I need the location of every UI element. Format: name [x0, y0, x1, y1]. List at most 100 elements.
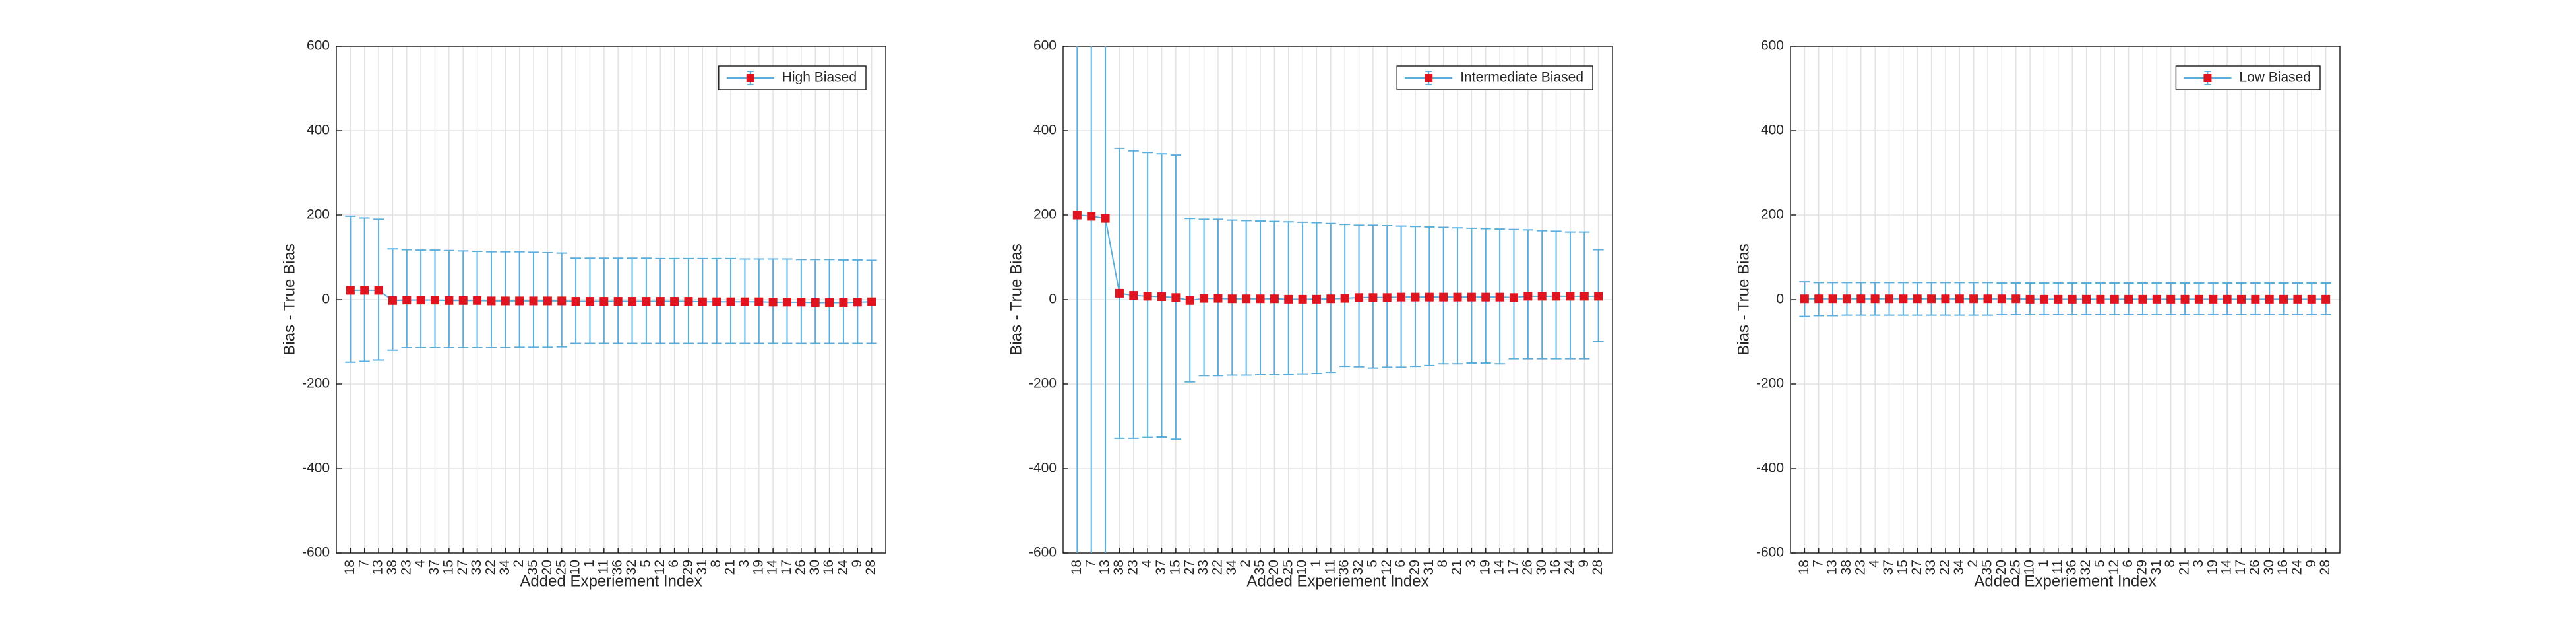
x-tick-label: 34 — [1224, 560, 1239, 575]
x-tick-label: 15 — [441, 560, 456, 575]
marker — [1552, 292, 1561, 301]
legend-marker — [1425, 74, 1433, 82]
x-tick-label: 15 — [1895, 560, 1910, 575]
x-tick-label: 31 — [2149, 560, 2164, 575]
x-tick-label: 8 — [708, 560, 723, 568]
x-tick-label: 7 — [1083, 560, 1098, 568]
marker — [571, 297, 580, 306]
marker — [1115, 288, 1124, 298]
x-tick-label: 21 — [1450, 560, 1465, 575]
marker — [2124, 294, 2133, 304]
marker — [1312, 294, 1321, 304]
y-tick-label: -400 — [1756, 461, 1784, 476]
marker — [1913, 294, 1922, 304]
marker — [797, 298, 806, 307]
x-tick-label: 14 — [765, 560, 780, 575]
marker — [768, 298, 778, 307]
legend-label: High Biased — [782, 70, 857, 85]
x-tick-label: 8 — [1435, 560, 1450, 568]
x-tick-label: 6 — [666, 560, 681, 568]
y-tick-label: 400 — [1033, 123, 1057, 138]
marker — [2209, 294, 2218, 304]
y-tick-label: -600 — [1756, 545, 1784, 560]
marker — [1537, 292, 1547, 301]
marker — [1298, 294, 1307, 304]
x-tick-label: 2 — [511, 560, 526, 568]
marker — [2321, 294, 2331, 304]
marker — [1270, 294, 1279, 304]
panel: -600-400-2000200400600187133823437152733… — [1734, 38, 2341, 590]
x-tick-label: 12 — [652, 560, 667, 575]
x-tick-label: 38 — [1839, 560, 1854, 575]
marker — [2180, 294, 2190, 304]
x-tick-label: 4 — [1867, 560, 1882, 568]
marker — [1997, 294, 2006, 304]
marker — [1368, 293, 1378, 302]
marker — [374, 286, 383, 295]
marker — [388, 296, 397, 305]
x-tick-label: 26 — [793, 560, 808, 575]
y-tick-label: -200 — [1029, 376, 1057, 391]
x-tick-label: 8 — [2162, 560, 2178, 568]
x-tick-label: 20 — [539, 560, 555, 575]
marker — [2152, 294, 2161, 304]
y-tick-label: 600 — [1033, 38, 1057, 53]
marker — [1983, 294, 1992, 304]
x-tick-label: 5 — [2092, 560, 2107, 568]
marker — [1143, 292, 1152, 301]
marker — [1927, 294, 1936, 304]
x-tick-label: 20 — [1266, 560, 1281, 575]
x-tick-label: 32 — [2078, 560, 2093, 575]
marker — [458, 296, 468, 305]
x-tick-label: 18 — [1796, 560, 1812, 575]
marker — [515, 296, 524, 306]
axes-box — [1790, 46, 2341, 554]
marker — [1509, 293, 1518, 302]
marker — [1594, 292, 1603, 301]
x-tick-label: 24 — [2289, 560, 2304, 575]
x-tick-label: 30 — [2261, 560, 2277, 575]
axes-box — [336, 46, 886, 554]
marker — [1800, 294, 1809, 304]
marker — [656, 297, 665, 306]
x-axis-label: Added Experiement Index — [1246, 572, 1428, 590]
marker — [698, 297, 707, 306]
x-tick-label: 22 — [1210, 560, 1225, 575]
panel: -600-400-2000200400600187133823437152733… — [1007, 38, 1613, 590]
x-tick-label: 32 — [1351, 560, 1366, 575]
x-tick-label: 2 — [1238, 560, 1253, 568]
x-tick-label: 34 — [497, 560, 512, 575]
x-tick-label: 13 — [1825, 560, 1840, 575]
x-tick-label: 19 — [751, 560, 766, 575]
marker — [2236, 294, 2246, 304]
marker — [431, 296, 440, 305]
x-tick-label: 19 — [1477, 560, 1492, 575]
marker — [1101, 214, 1110, 223]
x-tick-label: 5 — [1365, 560, 1380, 568]
y-tick-label: -400 — [1029, 461, 1057, 476]
x-tick-label: 25 — [553, 560, 568, 575]
marker — [670, 297, 679, 306]
x-tick-label: 1 — [582, 560, 597, 568]
marker — [445, 296, 454, 305]
x-tick-label: 14 — [1492, 560, 1507, 575]
marker — [782, 298, 791, 307]
marker — [1355, 293, 1364, 302]
y-tick-label: -400 — [302, 461, 330, 476]
x-tick-label: 15 — [1167, 560, 1182, 575]
panel: -600-400-2000200400600187133823437152733… — [280, 38, 886, 590]
data-layer — [1072, 46, 1604, 553]
marker — [853, 298, 862, 307]
marker — [557, 296, 567, 306]
x-axis-label: Added Experiement Index — [1974, 572, 2156, 590]
x-tick-label: 2 — [1965, 560, 1980, 568]
marker — [360, 286, 369, 295]
marker — [642, 297, 651, 306]
x-tick-label: 33 — [1196, 560, 1211, 575]
x-tick-label: 32 — [624, 560, 639, 575]
marker — [346, 286, 355, 295]
legend: Low Biased — [2175, 65, 2321, 90]
x-tick-label: 3 — [2191, 560, 2206, 568]
x-tick-label: 23 — [398, 560, 414, 575]
